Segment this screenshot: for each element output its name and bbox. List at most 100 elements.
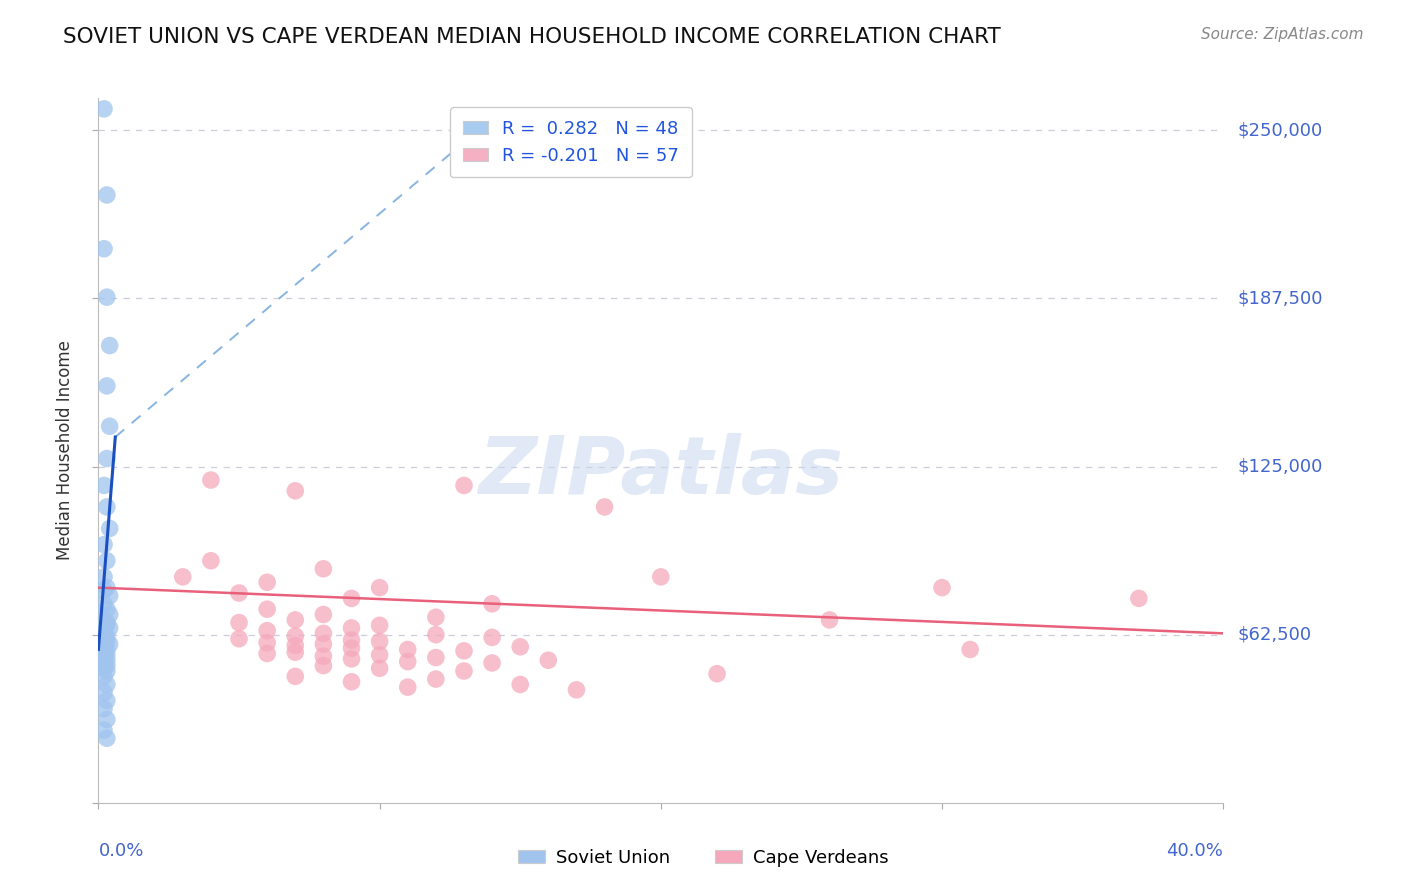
Point: [312, 562, 335, 576]
Point: [368, 661, 391, 675]
Point: [93, 645, 115, 659]
Point: [481, 656, 503, 670]
Point: [425, 650, 447, 665]
Point: [98, 621, 121, 635]
Point: [96, 653, 118, 667]
Point: [509, 677, 531, 691]
Point: [312, 649, 335, 664]
Point: [96, 615, 118, 630]
Point: [228, 586, 250, 600]
Point: [96, 290, 118, 304]
Point: [425, 610, 447, 624]
Point: [98, 607, 121, 622]
Point: [172, 570, 194, 584]
Point: [98, 637, 121, 651]
Point: [453, 644, 475, 658]
Point: [96, 602, 118, 616]
Point: [96, 581, 118, 595]
Point: [93, 653, 115, 667]
Point: [96, 634, 118, 648]
Point: [96, 188, 118, 202]
Point: [284, 483, 307, 498]
Text: 0.0%: 0.0%: [98, 841, 143, 860]
Point: [96, 693, 118, 707]
Text: $62,500: $62,500: [1237, 625, 1312, 644]
Point: [340, 641, 363, 656]
Text: $187,500: $187,500: [1237, 290, 1323, 308]
Point: [425, 628, 447, 642]
Point: [93, 242, 115, 256]
Point: [93, 613, 115, 627]
Point: [368, 648, 391, 662]
Point: [706, 666, 728, 681]
Point: [931, 581, 953, 595]
Point: [96, 664, 118, 678]
Point: [312, 658, 335, 673]
Text: $125,000: $125,000: [1237, 458, 1323, 475]
Text: 40.0%: 40.0%: [1167, 841, 1223, 860]
Point: [256, 647, 278, 661]
Point: [368, 581, 391, 595]
Point: [593, 500, 616, 514]
Point: [93, 478, 115, 492]
Text: ZIPatlas: ZIPatlas: [478, 433, 844, 510]
Point: [96, 731, 118, 746]
Point: [96, 616, 118, 631]
Point: [396, 680, 419, 694]
Point: [565, 682, 588, 697]
Y-axis label: Median Household Income: Median Household Income: [56, 341, 75, 560]
Point: [284, 629, 307, 643]
Point: [93, 102, 115, 116]
Point: [509, 640, 531, 654]
Point: [1128, 591, 1150, 606]
Point: [481, 597, 503, 611]
Point: [93, 583, 115, 598]
Point: [284, 639, 307, 653]
Text: $250,000: $250,000: [1237, 121, 1323, 139]
Point: [368, 618, 391, 632]
Point: [93, 570, 115, 584]
Point: [93, 650, 115, 665]
Point: [396, 655, 419, 669]
Point: [340, 633, 363, 648]
Point: [256, 575, 278, 590]
Point: [96, 713, 118, 727]
Point: [93, 625, 115, 640]
Point: [200, 473, 222, 487]
Point: [93, 661, 115, 675]
Point: [256, 624, 278, 638]
Point: [340, 652, 363, 666]
Point: [396, 642, 419, 657]
Text: Source: ZipAtlas.com: Source: ZipAtlas.com: [1201, 27, 1364, 42]
Point: [93, 685, 115, 699]
Legend: R =  0.282   N = 48, R = -0.201   N = 57: R = 0.282 N = 48, R = -0.201 N = 57: [450, 107, 692, 178]
Point: [340, 674, 363, 689]
Point: [98, 521, 121, 535]
Point: [98, 589, 121, 603]
Point: [284, 613, 307, 627]
Point: [93, 701, 115, 715]
Point: [312, 607, 335, 622]
Point: [93, 640, 115, 654]
Point: [96, 677, 118, 691]
Point: [312, 626, 335, 640]
Point: [93, 538, 115, 552]
Point: [228, 615, 250, 630]
Point: [481, 631, 503, 645]
Point: [96, 451, 118, 466]
Point: [425, 672, 447, 686]
Point: [98, 419, 121, 434]
Point: [312, 637, 335, 651]
Point: [537, 653, 560, 667]
Point: [368, 634, 391, 648]
Point: [818, 613, 841, 627]
Point: [93, 632, 115, 646]
Point: [284, 669, 307, 683]
Point: [93, 723, 115, 738]
Point: [96, 658, 118, 673]
Point: [453, 478, 475, 492]
Legend: Soviet Union, Cape Verdeans: Soviet Union, Cape Verdeans: [510, 842, 896, 874]
Text: SOVIET UNION VS CAPE VERDEAN MEDIAN HOUSEHOLD INCOME CORRELATION CHART: SOVIET UNION VS CAPE VERDEAN MEDIAN HOUS…: [63, 27, 1001, 46]
Point: [340, 621, 363, 635]
Point: [228, 632, 250, 646]
